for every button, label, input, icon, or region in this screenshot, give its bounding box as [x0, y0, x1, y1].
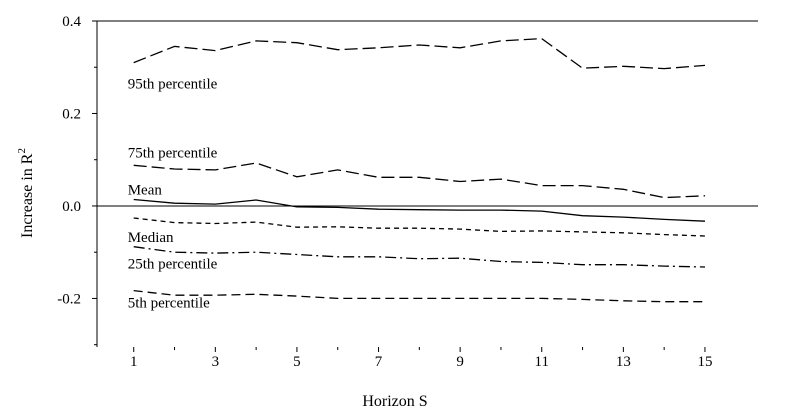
series-label-median: Median: [128, 230, 174, 246]
series-line-25th-percentile: [133, 246, 706, 268]
x-tick-label: 3: [212, 354, 220, 370]
y-axis-label-superscript: 2: [16, 148, 28, 154]
x-tick-label: 11: [535, 354, 549, 370]
x-tick-label: 9: [456, 354, 464, 370]
x-tick-label: 13: [616, 354, 631, 370]
x-axis-label: Horizon S: [362, 393, 427, 410]
series-label-75th-percentile: 75th percentile: [128, 145, 218, 161]
series-label-5th-percentile: 5th percentile: [128, 296, 210, 312]
x-ticks: 1 3 5 7 9 11 13 15: [130, 347, 712, 370]
x-tick-label: 5: [293, 354, 301, 370]
series-labels: 95th percentile 75th percentile Mean Median…: [128, 77, 218, 312]
series-label-95th-percentile: 95th percentile: [128, 77, 218, 93]
y-tick-label: 0.0: [62, 199, 81, 215]
x-tick-label: 1: [130, 354, 138, 370]
series-label-25th-percentile: 25th percentile: [128, 257, 218, 273]
y-ticks: 0.4 0.2 0.0 -0.2: [57, 14, 97, 346]
series-line-75th-percentile: [133, 162, 706, 199]
axes: [96, 20, 758, 347]
series-line-95th-percentile: [133, 37, 706, 70]
series-line-mean: [133, 198, 706, 222]
y-tick-label: -0.2: [57, 291, 81, 307]
series-lines: [133, 37, 706, 303]
x-tick-label: 7: [375, 354, 383, 370]
series-line-median: [133, 217, 706, 237]
y-axis-label: Increase in R2: [16, 148, 36, 238]
series-label-mean: Mean: [128, 182, 163, 198]
y-tick-label: 0.4: [62, 14, 81, 30]
series-line-5th-percentile: [133, 289, 705, 303]
y-axis-label-main: Increase in R: [19, 153, 36, 238]
y-tick-label: 0.2: [62, 106, 81, 122]
x-tick-label: 15: [697, 354, 712, 370]
